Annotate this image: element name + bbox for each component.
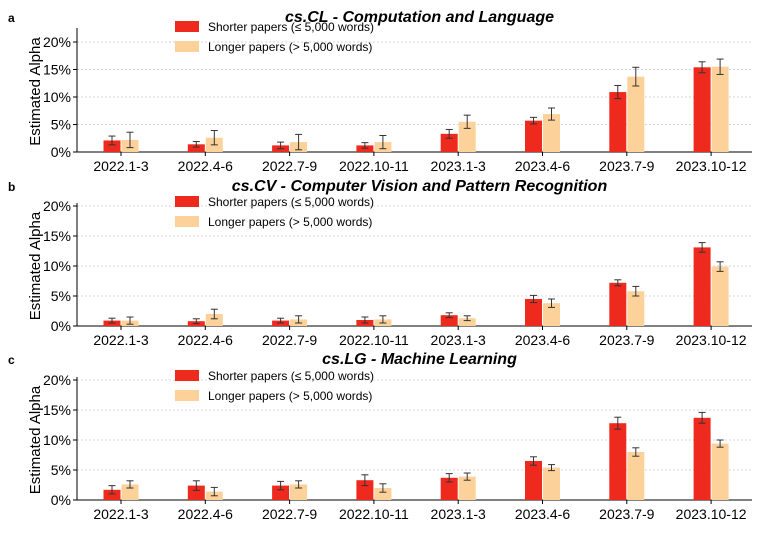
bar-longer: [543, 467, 560, 500]
bar-shorter: [187, 144, 205, 152]
y-tick-label: 0%: [51, 144, 71, 160]
bar-shorter: [356, 480, 374, 500]
panel-a: a cs.CL - Computation and Language 0% 5% 10%…: [8, 9, 752, 174]
bar-shorter: [609, 92, 627, 152]
chart-title: cs.CV - Computer Vision and Pattern Reco…: [232, 178, 608, 195]
bar-shorter: [356, 145, 374, 152]
panel-label: b: [8, 180, 15, 194]
bar-shorter: [103, 489, 121, 500]
bar-longer: [121, 484, 139, 500]
y-tick-label: 5%: [51, 462, 71, 478]
bar-shorter: [693, 67, 711, 152]
legend-label-shorter: Shorter papers (≤ 5,000 words): [208, 195, 374, 209]
bar-longer: [711, 66, 729, 152]
bar-shorter: [609, 282, 627, 326]
panel-label: a: [8, 11, 15, 25]
x-tick-label: 2023.4-6: [515, 158, 570, 174]
legend-swatch-longer: [175, 390, 199, 401]
x-tick-label: 2023.4-6: [515, 332, 570, 348]
bar-longer: [458, 318, 476, 326]
bar-longer: [711, 443, 729, 500]
bar-shorter: [693, 247, 711, 326]
x-tick-label: 2022.7-9: [262, 506, 317, 522]
chart-title: cs.LG - Machine Learning: [322, 351, 517, 368]
bar-shorter: [440, 477, 458, 500]
bar-longer: [205, 314, 223, 326]
x-tick-label: 2023.1-3: [431, 332, 486, 348]
chart-title: cs.CL - Computation and Language: [285, 9, 554, 26]
x-tick-label: 2022.4-6: [178, 332, 233, 348]
x-tick-label: 2023.1-3: [431, 158, 486, 174]
y-tick-label: 20%: [43, 34, 71, 50]
bar-shorter: [440, 133, 458, 152]
bar-shorter: [187, 485, 205, 500]
y-tick-label: 20%: [43, 372, 71, 388]
legend-swatch-shorter: [175, 21, 199, 32]
legend-label-shorter: Shorter papers (≤ 5,000 words): [208, 369, 374, 383]
bar-longer: [627, 76, 645, 152]
x-tick-label: 2022.7-9: [262, 332, 317, 348]
legend-swatch-longer: [175, 41, 199, 52]
y-tick-label: 0%: [51, 318, 71, 334]
x-tick-label: 2023.7-9: [599, 332, 654, 348]
bar-longer: [627, 452, 645, 500]
x-tick-label: 2023.7-9: [599, 158, 654, 174]
legend-label-longer: Longer papers (> 5,000 words): [208, 389, 372, 403]
x-tick-label: 2022.7-9: [262, 158, 317, 174]
bar-longer: [374, 488, 392, 500]
y-tick-label: 10%: [43, 432, 71, 448]
x-tick-label: 2022.1-3: [93, 158, 148, 174]
bar-shorter: [525, 461, 542, 500]
legend-swatch-shorter: [175, 370, 199, 381]
y-tick-label: 10%: [43, 258, 71, 274]
bar-shorter: [272, 485, 290, 500]
y-axis-label: Estimated Alpha: [27, 37, 44, 146]
x-tick-label: 2022.10-11: [339, 506, 409, 522]
bar-longer: [458, 121, 476, 152]
bar-longer: [543, 303, 560, 326]
y-tick-label: 20%: [43, 198, 71, 214]
x-tick-label: 2023.1-3: [431, 506, 486, 522]
bar-shorter: [525, 299, 542, 326]
bar-shorter: [525, 120, 542, 152]
legend-label-longer: Longer papers (> 5,000 words): [208, 215, 372, 229]
legend-swatch-longer: [175, 216, 199, 227]
y-tick-label: 15%: [43, 228, 71, 244]
bar-shorter: [103, 140, 121, 152]
legend-swatch-shorter: [175, 196, 199, 207]
x-tick-label: 2022.4-6: [178, 158, 233, 174]
y-tick-label: 5%: [51, 117, 71, 133]
bar-longer: [543, 114, 560, 152]
bar-longer: [290, 484, 308, 500]
bar-longer: [627, 291, 645, 326]
x-tick-label: 2022.10-11: [339, 158, 409, 174]
panel-b: b cs.CV - Computer Vision and Pattern Rec…: [8, 178, 752, 348]
x-tick-label: 2022.1-3: [93, 332, 148, 348]
panel-c: c cs.LG - Machine Learning 0% 5% 10% 15% 20%Es…: [8, 351, 752, 522]
bar-longer: [711, 266, 729, 326]
y-tick-label: 15%: [43, 402, 71, 418]
x-tick-label: 2022.1-3: [93, 506, 148, 522]
x-tick-label: 2023.10-12: [676, 158, 747, 174]
panel-label: c: [8, 353, 15, 367]
legend-label-shorter: Shorter papers (≤ 5,000 words): [208, 20, 374, 34]
y-tick-label: 15%: [43, 62, 71, 78]
y-axis-label: Estimated Alpha: [27, 385, 44, 494]
x-tick-label: 2023.10-12: [676, 506, 747, 522]
bar-shorter: [693, 417, 711, 500]
bar-shorter: [440, 315, 458, 326]
x-tick-label: 2023.7-9: [599, 506, 654, 522]
bar-longer: [458, 476, 476, 500]
y-tick-label: 5%: [51, 288, 71, 304]
bar-shorter: [609, 423, 627, 500]
y-axis-label: Estimated Alpha: [27, 211, 44, 320]
y-tick-label: 10%: [43, 89, 71, 105]
y-tick-label: 0%: [51, 492, 71, 508]
legend-label-longer: Longer papers (> 5,000 words): [208, 40, 372, 54]
x-tick-label: 2023.4-6: [515, 506, 570, 522]
x-tick-label: 2022.10-11: [339, 332, 409, 348]
x-tick-label: 2023.10-12: [676, 332, 747, 348]
x-tick-label: 2022.4-6: [178, 506, 233, 522]
